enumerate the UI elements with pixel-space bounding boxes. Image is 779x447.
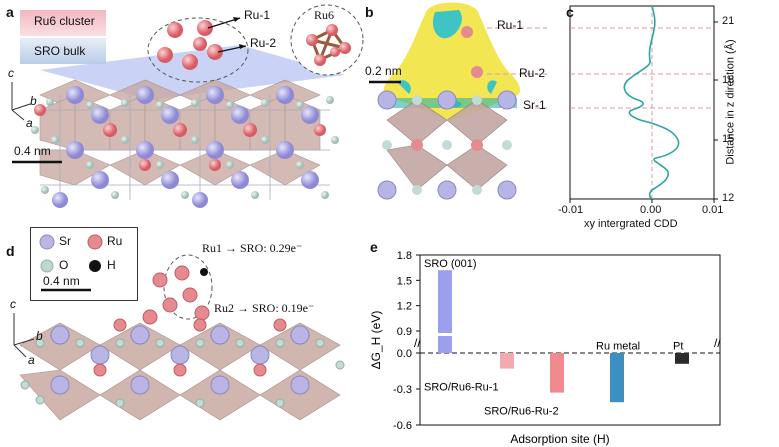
legend-h: H [107,258,116,272]
legend-o: O [59,258,69,272]
bar-3 [610,353,624,403]
bar-break-gap [438,333,452,336]
y-tick-label: 1.5 [397,275,412,287]
category-label-4: Pt [673,340,683,352]
axis-c-a: c [8,66,14,80]
c-xtick-1: 0.00 [640,204,662,216]
c-xlabel: xy intergrated CDD [584,218,678,230]
y-tick-label: -0.3 [393,384,412,396]
scale-bar-b: 0.2 nm [365,64,402,78]
panel-d: d Sr Ru O H 0.4 nm [0,225,370,447]
c-xtick-2: 0.01 [702,204,724,216]
y-tick-label: -0.6 [393,420,412,432]
legend-sr: Sr [59,234,71,248]
slab-structure-d [13,254,345,421]
transfer-ru2: Ru2 → SRO: 0.19e⁻ [214,301,315,315]
panel-a-label: a [6,4,14,20]
x-axis-label: Adsorption site (H) [510,432,609,446]
bulk-legend-box [20,38,106,64]
bar-4 [675,353,689,364]
site-label-ru1-a: Ru-1 [244,8,271,22]
c-ytick-15: 15 [722,133,735,145]
y-tick-label: 0.9 [397,326,412,338]
cdd-isosurface [369,2,547,200]
cluster-legend-box [20,10,106,36]
y-tick-label: 1.8 [397,250,412,262]
site-label-ru2-a: Ru-2 [250,36,277,50]
axis-a-a: a [26,116,33,130]
bar-2 [550,353,564,393]
axis-break-right: // [714,336,721,350]
category-label-3: Ru metal [596,340,640,352]
axis-break-left: // [414,336,421,350]
bulk-legend-text: SRO bulk [34,44,86,58]
plot-frame [419,254,721,426]
gibbs-bar-chart: // // 1.8 1.5 1.2 0.9 0.0 -0.3 -0.6 SRO (001) SRO/… [369,250,721,446]
panel-d-label: d [6,243,15,259]
legend-ru: Ru [107,234,123,248]
scale-bar-d: 0.4 nm [43,274,80,288]
c-ylabel: Distance in z direction (Å) [724,39,737,165]
bar-1 [500,353,514,369]
c-ytick-18: 18 [722,74,735,86]
atom-legend: Sr Ru O H 0.4 nm [30,227,138,301]
c-xtick-0: -0.01 [558,204,584,216]
panel-b-label: b [365,4,374,20]
panel-e: e // // 1.8 1.5 1.2 0.9 0.0 -0.3 -0.6 SRO (001) SR… [360,235,779,447]
c-ytick-21: 21 [722,15,735,27]
panel-a: a Ru6 cluster SRO bulk [0,0,370,215]
inset-title: Ru6 [314,8,335,22]
y-tick-label: 0.0 [397,348,412,360]
site-label-ru1-b: Ru-1 [497,18,524,32]
cdd-profile-plot [569,5,718,203]
y-axis-label: ΔG_H (eV) [369,311,383,370]
transfer-ru1: Ru1 → SRO: 0.29e⁻ [202,241,303,255]
scale-bar-a: 0.4 nm [14,144,51,158]
site-label-sr1-b: Sr-1 [523,98,546,112]
y-tick-label: 1.2 [397,301,412,313]
axis-c-d: c [10,297,16,311]
category-label-1: SRO/Ru6-Ru-1 [424,382,499,394]
axis-b-a: b [30,94,37,108]
axis-a-d: a [28,353,35,367]
panel-c: c -0.01 0.00 0.01 21 18 15 12 xy intergr… [548,0,779,230]
axis-b-d: b [36,329,43,343]
panel-b: b 0.2 nm Ru-1 Ru-2 Sr-1 [357,0,547,215]
c-ytick-12: 12 [722,192,735,204]
category-label-0: SRO (001) [424,258,477,270]
panel-e-label: e [370,239,378,255]
cluster-legend-text: Ru6 cluster [34,14,95,28]
site-label-ru2-b: Ru-2 [519,66,546,80]
slab-structure-a [11,4,364,208]
bar-0 [438,270,452,353]
category-label-2: SRO/Ru6-Ru-2 [484,406,559,418]
